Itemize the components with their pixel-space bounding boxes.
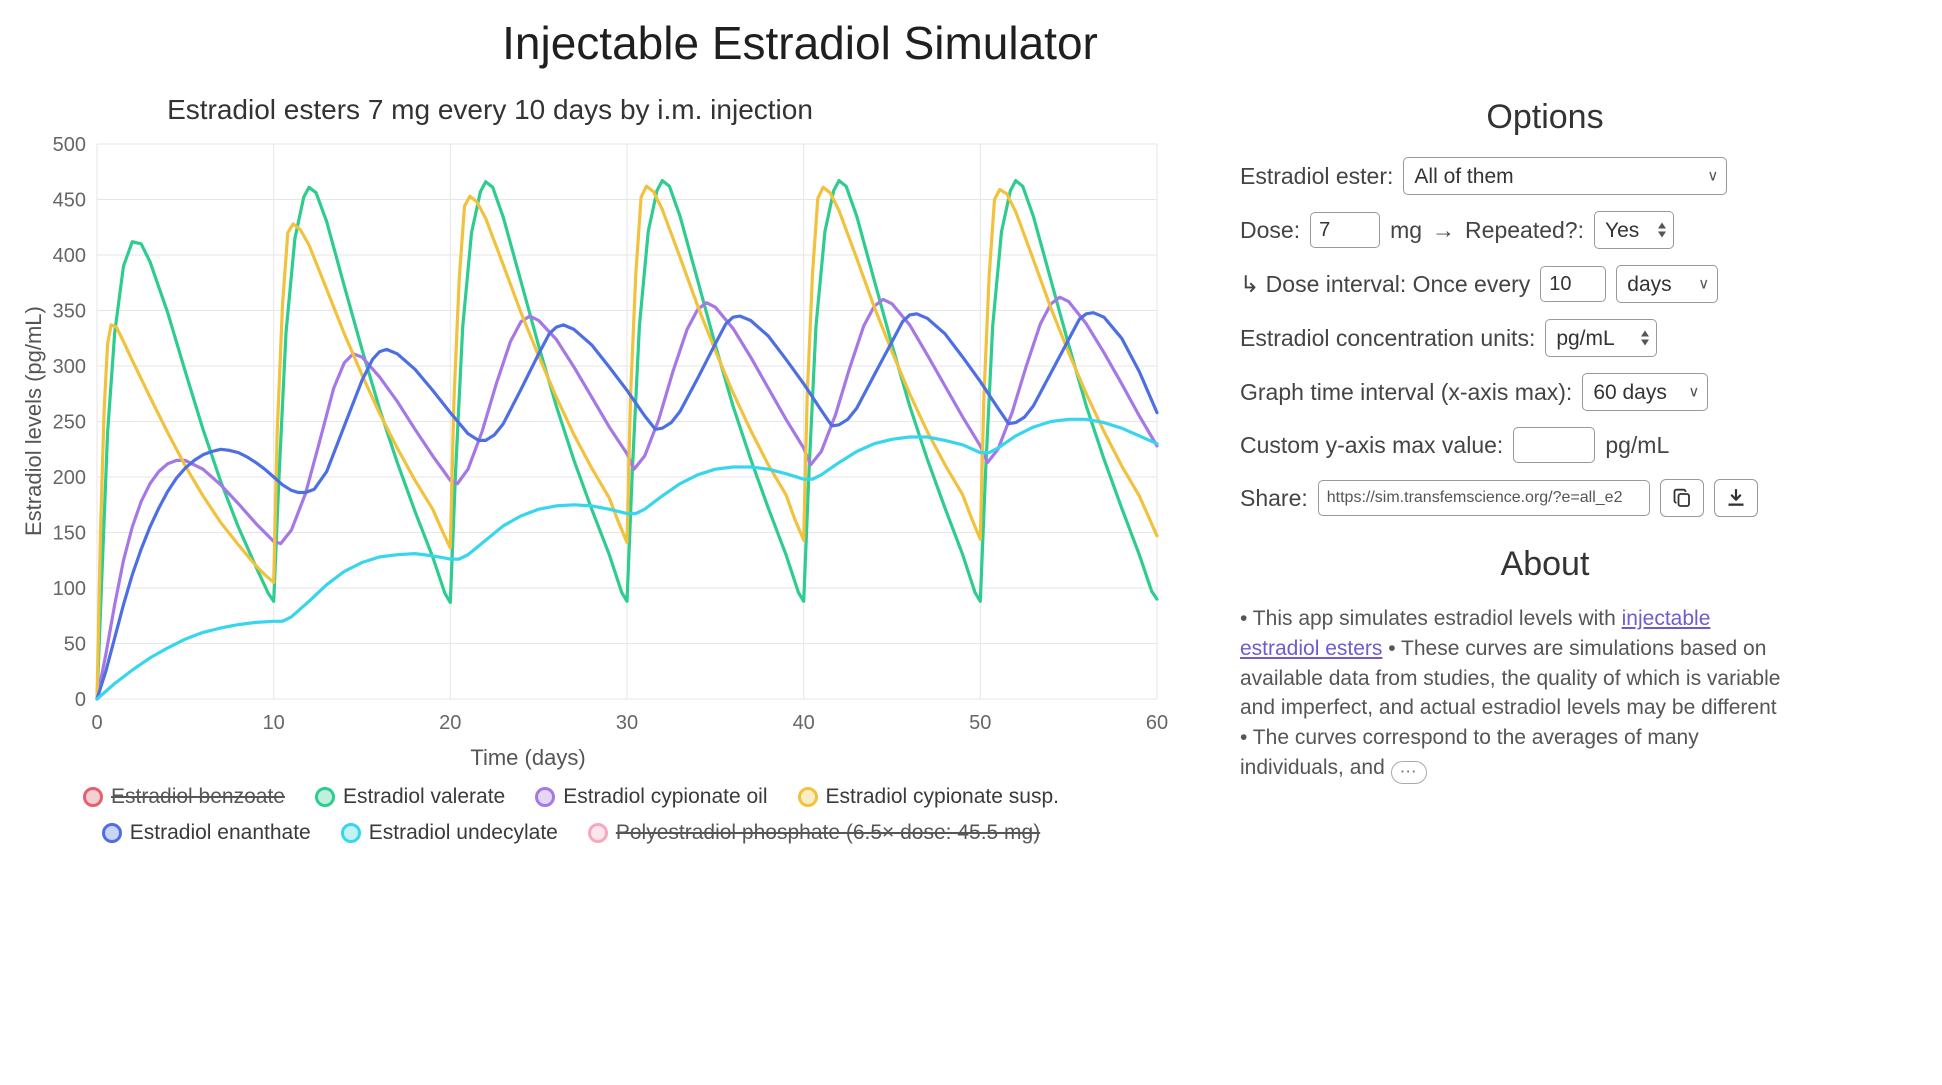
repeated-label: Repeated?: — [1465, 216, 1584, 243]
page-title: Injectable Estradiol Simulator — [502, 17, 1098, 69]
y-tick-label: 100 — [53, 578, 86, 600]
series-estradiol-enanthate — [95, 311, 1159, 701]
download-button[interactable] — [1713, 479, 1758, 517]
options-heading: Options — [1486, 98, 1604, 136]
chart-title: Estradiol esters 7 mg every 10 days by i… — [167, 94, 813, 125]
y-tick-label: 200 — [53, 467, 86, 489]
download-icon — [1728, 488, 1744, 506]
plot-area-wrap: Estradiol levels (pg/mL) 0 50 100 150 200 250… — [18, 134, 1198, 741]
legend-label: Estradiol undecylate — [368, 821, 558, 844]
y-tick-label: 500 — [53, 136, 86, 156]
ester-row: Estradiol ester: All of them ∨ — [1240, 157, 1850, 195]
main-layout: Estradiol esters 7 mg every 10 days by i… — [0, 94, 1942, 845]
share-row: Share: — [1240, 479, 1850, 517]
ester-select[interactable]: All of them — [1403, 157, 1728, 195]
about-paragraph: • This app simulates estradiol levels wi… — [1240, 604, 1788, 784]
legend-item[interactable]: Estradiol cypionate susp. — [797, 785, 1059, 809]
y-tick-label: 450 — [53, 190, 86, 212]
legend-label: Estradiol cypionate susp. — [825, 785, 1059, 808]
dose-label: Dose: — [1240, 216, 1301, 243]
legend-marker-circle — [83, 787, 104, 807]
x-tick-label: 20 — [439, 712, 461, 734]
dose-interval-row: ↳ Dose interval: Once every days ∨ — [1240, 265, 1850, 303]
legend-label: Estradiol benzoate — [111, 785, 285, 808]
about-heading: About — [1500, 545, 1590, 583]
chart-panel: Estradiol esters 7 mg every 10 days by i… — [18, 94, 1198, 845]
ymax-unit-label: pg/mL — [1605, 431, 1670, 458]
y-tick-label: 300 — [53, 356, 86, 378]
units-row: Estradiol concentration units: pg/mL — [1240, 319, 1850, 357]
ester-label: Estradiol ester: — [1240, 162, 1394, 189]
x-tick-label: 30 — [616, 712, 638, 734]
x-tick-label: 40 — [793, 712, 815, 734]
x-tick-label: 0 — [91, 712, 102, 734]
legend-item[interactable]: Estradiol valerate — [314, 785, 506, 809]
legend-label: Estradiol enanthate — [129, 821, 311, 844]
series-estradiol-cypionate-oil — [95, 295, 1159, 701]
y-tick-label: 250 — [53, 412, 86, 434]
x-axis-title: Time (days) — [470, 745, 586, 770]
ymax-label: Custom y-axis max value: — [1240, 431, 1504, 458]
y-tick-label: 400 — [53, 245, 86, 267]
arrow-right-icon: → — [1432, 216, 1456, 243]
legend-label: Estradiol cypionate oil — [563, 785, 768, 808]
share-label: Share: — [1240, 484, 1308, 511]
repeated-select[interactable]: Yes — [1593, 211, 1674, 249]
y-tick-label: 0 — [75, 689, 86, 711]
units-label: Estradiol concentration units: — [1240, 324, 1536, 351]
units-select[interactable]: pg/mL — [1545, 319, 1658, 357]
expand-ellipsis-button[interactable]: ⋯ — [1390, 760, 1427, 784]
chart-plot[interactable]: 0 50 100 150 200 250 300 350 400 450 500 0 10 20 30 40 5… — [52, 134, 1182, 736]
dose-interval-label: ↳ Dose interval: Once every — [1240, 270, 1531, 297]
ymax-input[interactable] — [1513, 427, 1596, 463]
interval-unit-select[interactable]: days — [1616, 265, 1719, 303]
dose-interval-input[interactable] — [1540, 266, 1607, 302]
copy-icon — [1673, 488, 1690, 507]
legend-item[interactable]: Polyestradiol phosphate (6.5× dose: 45.5… — [587, 821, 1041, 845]
dose-row: Dose: mg → Repeated?: Yes — [1240, 211, 1850, 249]
legend-marker-circle — [314, 787, 335, 807]
x-tick-label: 50 — [969, 712, 991, 734]
legend-marker-circle — [340, 823, 361, 843]
legend-item[interactable]: Estradiol cypionate oil — [535, 785, 768, 809]
x-tick-label: 60 — [1146, 712, 1168, 734]
chart-legend: Estradiol benzoate Estradiol valerate Estr… — [66, 785, 1076, 845]
legend-item[interactable]: Estradiol benzoate — [83, 785, 285, 809]
legend-marker-circle — [797, 787, 818, 807]
legend-label: Estradiol valerate — [342, 785, 506, 808]
ymax-row: Custom y-axis max value: pg/mL — [1240, 427, 1850, 463]
injectable-esters-link[interactable]: injectable estradiol esters — [1240, 607, 1711, 660]
time-interval-row: Graph time interval (x-axis max): 60 day… — [1240, 373, 1850, 411]
about-text-1: • This app simulates estradiol levels wi… — [1240, 607, 1622, 630]
y-axis-title: Estradiol levels (pg/mL) — [21, 306, 46, 537]
legend-label: Polyestradiol phosphate (6.5× dose: 45.5… — [615, 821, 1041, 844]
series-estradiol-valerate — [95, 179, 1159, 701]
legend-marker-circle — [535, 787, 556, 807]
share-url-input[interactable] — [1317, 480, 1650, 516]
legend-marker-circle — [587, 823, 608, 843]
legend-item[interactable]: Estradiol undecylate — [340, 821, 558, 845]
legend-item[interactable]: Estradiol enanthate — [101, 821, 311, 845]
time-interval-select[interactable]: 60 days — [1582, 373, 1709, 411]
dose-unit-label: mg — [1390, 216, 1423, 243]
time-interval-label: Graph time interval (x-axis max): — [1240, 378, 1573, 405]
about-text-2: • These curves are simulations based on … — [1240, 636, 1781, 780]
options-panel: Options Estradiol ester: All of them ∨ D… — [1240, 94, 1850, 845]
legend-marker-circle — [101, 823, 122, 843]
x-tick-label: 10 — [263, 712, 285, 734]
series-estradiol-undecylate — [95, 417, 1159, 701]
dose-input[interactable] — [1310, 212, 1381, 248]
y-tick-label: 150 — [53, 523, 86, 545]
y-tick-label: 350 — [53, 301, 86, 323]
series-estradiol-cypionate-susp — [95, 184, 1159, 701]
copy-link-button[interactable] — [1659, 479, 1704, 517]
y-tick-label: 50 — [64, 634, 86, 656]
